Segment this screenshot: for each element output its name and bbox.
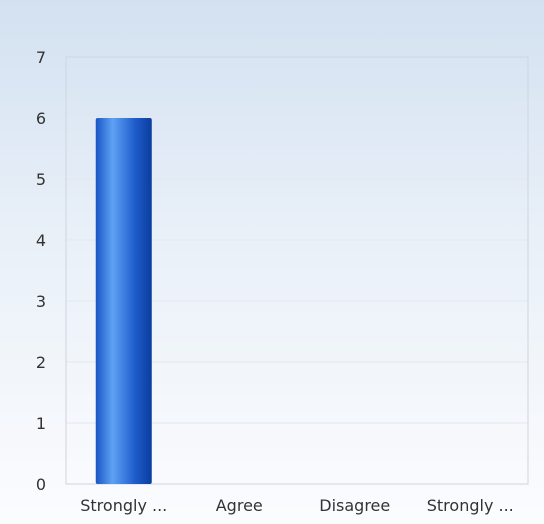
y-tick-label-0: 0	[36, 475, 46, 494]
x-tick-label-1: Strongly ...	[80, 496, 167, 515]
y-tick-label-7: 7	[36, 48, 46, 67]
y-tick-label-5: 5	[36, 170, 46, 189]
y-tick-label-1: 1	[36, 414, 46, 433]
bars	[95, 118, 152, 484]
y-tick-label-6: 6	[36, 109, 46, 128]
y-tick-label-3: 3	[36, 292, 46, 311]
bar-1	[95, 118, 152, 484]
x-tick-label-2: Agree	[216, 496, 263, 515]
y-axis-ticks: 0 1 2 3 4 5 6 7	[36, 48, 46, 494]
y-tick-label-4: 4	[36, 231, 46, 250]
x-tick-label-4: Strongly ...	[427, 496, 514, 515]
axes	[65, 56, 529, 485]
x-tick-label-3: Disagree	[319, 496, 390, 515]
x-axis-ticks: Strongly ... Agree Disagree Strongly ...	[80, 496, 514, 515]
y-tick-label-2: 2	[36, 353, 46, 372]
plot-frame	[65, 56, 529, 485]
